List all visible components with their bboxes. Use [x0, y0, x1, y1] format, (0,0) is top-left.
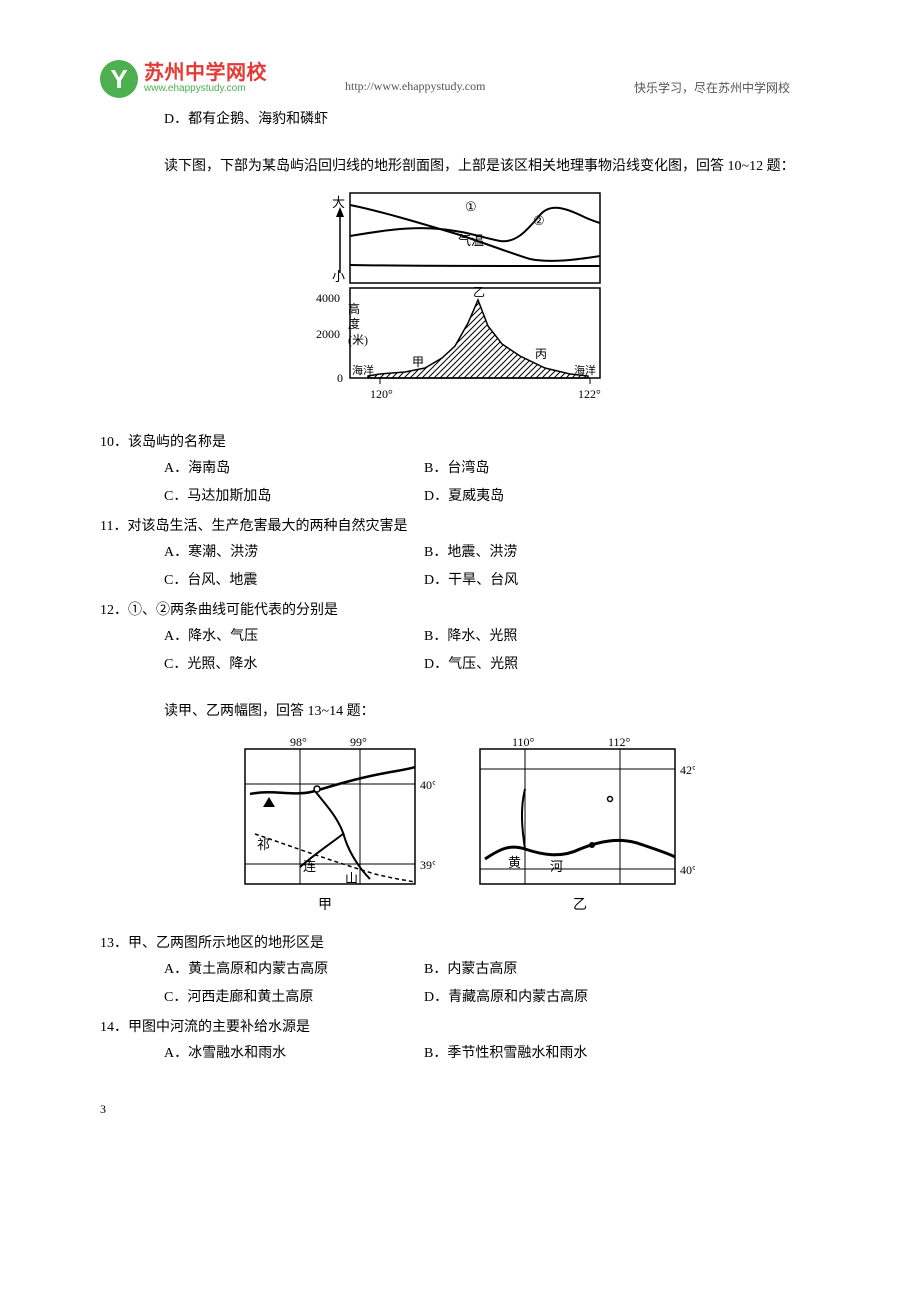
svg-text:0: 0 [337, 371, 343, 385]
q12-c: C．光照、降水 [164, 653, 424, 673]
q12-d: D．气压、光照 [424, 653, 684, 673]
svg-text:①: ① [465, 199, 477, 214]
svg-text:甲: 甲 [412, 355, 424, 369]
q14-text: 14．甲图中河流的主要补给水源是 [100, 1016, 820, 1036]
q10-b: B．台湾岛 [424, 457, 684, 477]
figure-profile-chart: 大 小 ① ② 气温 4000 2000 0 高 [100, 188, 820, 413]
header-url: http://www.ehappystudy.com [345, 79, 485, 96]
svg-text:丙: 丙 [535, 347, 547, 361]
brand-name: 苏州中学网校 [144, 63, 267, 84]
svg-text:98°: 98° [290, 735, 307, 749]
svg-text:②: ② [533, 213, 545, 228]
svg-text:40°: 40° [420, 778, 435, 792]
map-jia-svg: 98° 99° 40° 39° 祁 连 山 甲 [225, 734, 435, 914]
svg-text:连: 连 [303, 859, 316, 874]
svg-text:黄: 黄 [508, 855, 521, 870]
svg-text:40°: 40° [680, 863, 695, 877]
brand-url: www.ehappystudy.com [144, 84, 267, 95]
q11-d: D．干旱、台风 [424, 569, 684, 589]
q14-b: B．季节性积雪融水和雨水 [424, 1042, 684, 1062]
logo-icon: Y [100, 60, 138, 98]
svg-text:110°: 110° [512, 735, 535, 749]
svg-text:112°: 112° [608, 735, 631, 749]
q13-d: D．青藏高原和内蒙古高原 [424, 986, 684, 1006]
header-slogan: 快乐学习，尽在苏州中学网校 [634, 79, 790, 96]
option-text: D．都有企鹅、海豹和磷虾 [164, 108, 820, 128]
svg-text:99°: 99° [350, 735, 367, 749]
q12-b: B．降水、光照 [424, 625, 684, 645]
svg-text:120°: 120° [370, 387, 393, 401]
svg-text:海洋: 海洋 [352, 363, 374, 377]
q11-c: C．台风、地震 [164, 569, 424, 589]
q10-options: A．海南岛 B．台湾岛 C．马达加斯加岛 D．夏威夷岛 [100, 457, 820, 505]
svg-text:4000: 4000 [316, 291, 340, 305]
q10-a: A．海南岛 [164, 457, 424, 477]
q13-c: C．河西走廊和黄土高原 [164, 986, 424, 1006]
logo-glyph: Y [110, 64, 127, 95]
q14-options: A．冰雪融水和雨水 B．季节性积雪融水和雨水 [100, 1042, 820, 1062]
svg-text:大: 大 [332, 195, 345, 210]
q12-a: A．降水、气压 [164, 625, 424, 645]
chart-svg: 大 小 ① ② 气温 4000 2000 0 高 [300, 188, 620, 408]
q13-b: B．内蒙古高原 [424, 958, 684, 978]
svg-text:小: 小 [332, 269, 345, 284]
svg-text:海洋: 海洋 [574, 363, 596, 377]
svg-text:祁: 祁 [257, 837, 270, 852]
svg-text:42°: 42° [680, 763, 695, 777]
svg-text:高: 高 [348, 301, 360, 316]
svg-text:乙: 乙 [473, 285, 485, 299]
svg-text:山: 山 [345, 871, 358, 886]
q10-d: D．夏威夷岛 [424, 485, 684, 505]
q13-a: A．黄土高原和内蒙古高原 [164, 958, 424, 978]
q11-a: A．寒潮、洪涝 [164, 541, 424, 561]
q10-text: 10．该岛屿的名称是 [100, 431, 820, 451]
logo-area: Y 苏州中学网校 www.ehappystudy.com [100, 60, 315, 98]
q12-options: A．降水、气压 B．降水、光照 C．光照、降水 D．气压、光照 [100, 625, 820, 673]
page-number: 3 [100, 1072, 820, 1117]
q11-b: B．地震、洪涝 [424, 541, 684, 561]
svg-text:气温: 气温 [458, 233, 484, 248]
figure-maps: 98° 99° 40° 39° 祁 连 山 甲 [100, 734, 820, 914]
page-header: Y 苏州中学网校 www.ehappystudy.com http://www.… [100, 60, 820, 98]
prev-question-option-d: D．都有企鹅、海豹和磷虾 [100, 108, 820, 128]
q10-c: C．马达加斯加岛 [164, 485, 424, 505]
svg-text:甲: 甲 [318, 898, 332, 913]
svg-text:河: 河 [550, 859, 563, 874]
intro-13-14: 读甲、乙两幅图，回答 13~14 题： [100, 701, 820, 723]
q14-a: A．冰雪融水和雨水 [164, 1042, 424, 1062]
svg-text:度: 度 [348, 316, 360, 331]
brand-text: 苏州中学网校 www.ehappystudy.com [144, 63, 267, 95]
svg-text:122°: 122° [578, 387, 601, 401]
map-yi-svg: 110° 112° 42° 40° 黄 河 乙 [465, 734, 695, 914]
svg-text:2000: 2000 [316, 327, 340, 341]
page-root: Y 苏州中学网校 www.ehappystudy.com http://www.… [0, 0, 920, 1157]
header-meta: http://www.ehappystudy.com 快乐学习，尽在苏州中学网校 [315, 79, 820, 98]
q12-text: 12．①、②两条曲线可能代表的分别是 [100, 599, 820, 619]
q11-text: 11．对该岛生活、生产危害最大的两种自然灾害是 [100, 515, 820, 535]
svg-text:39°: 39° [420, 858, 435, 872]
q13-text: 13．甲、乙两图所示地区的地形区是 [100, 932, 820, 952]
intro-10-12: 读下图，下部为某岛屿沿回归线的地形剖面图，上部是该区相关地理事物沿线变化图，回答… [100, 156, 820, 178]
svg-text:乙: 乙 [573, 897, 587, 913]
svg-text:(米): (米) [348, 333, 368, 347]
q11-options: A．寒潮、洪涝 B．地震、洪涝 C．台风、地震 D．干旱、台风 [100, 541, 820, 589]
q13-options: A．黄土高原和内蒙古高原 B．内蒙古高原 C．河西走廊和黄土高原 D．青藏高原和… [100, 958, 820, 1006]
